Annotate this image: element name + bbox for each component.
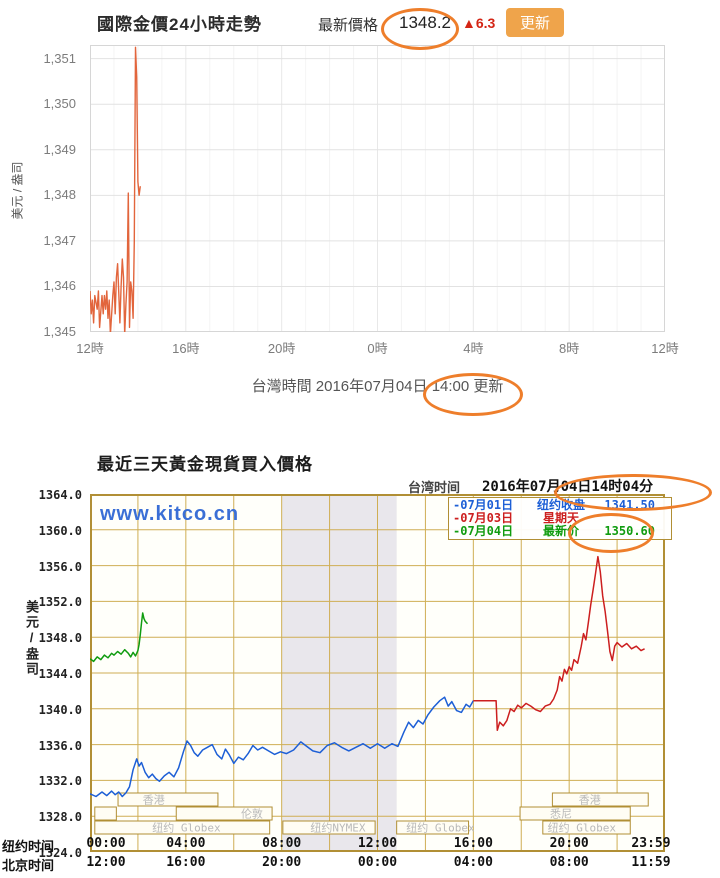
time-tick-label: 12:00 [86, 855, 126, 870]
price-change-up: ▲6.3 [462, 15, 496, 31]
y-axis-label-top: 美元 / 盎司 [10, 161, 25, 220]
three-day-title: 最近三天黃金現貨買入價格 [97, 455, 313, 474]
kitco-watermark: www.kitco.cn [100, 503, 240, 525]
intraday-title: 國際金價24小時走勢 [97, 15, 262, 34]
time-tick-label: 20:00 [262, 855, 302, 870]
y-tick-label: 1,348 [43, 187, 76, 203]
session-label: 纽约 Globex [406, 821, 475, 835]
chart-datetime: 2016年07月04日14时04分 [482, 479, 654, 495]
session-label: 纽约NYMEX [310, 821, 365, 835]
y-tick-label: 1332.0 [38, 774, 82, 789]
y-tick-label: 1328.0 [38, 810, 82, 825]
session-label: 纽约 Globex [152, 821, 221, 835]
y-tick-label: 1,350 [43, 96, 76, 112]
time-row-label: 北京时间 [2, 859, 55, 874]
refresh-button[interactable]: 更新 [506, 8, 564, 37]
x-tick-label: 20時 [267, 341, 296, 356]
x-tick-label: 12時 [76, 341, 104, 356]
time-tick-label: 04:00 [166, 836, 206, 851]
time-tick-label: 20:00 [549, 836, 589, 851]
latest-price-value: 1348.2 [399, 13, 451, 32]
caption-circled-time: 14:00 更新 [431, 378, 504, 395]
session-label: 香港 [143, 794, 165, 807]
session-label: 悉尼 [550, 808, 572, 821]
time-tick-label: 12:00 [357, 836, 398, 851]
x-tick-label: 0時 [367, 341, 388, 356]
y-tick-label: 1364.0 [38, 488, 82, 502]
taiwan-time-label: 台湾时间 [408, 481, 461, 496]
session-label: 纽约 Globex [548, 821, 617, 835]
y-tick-label: 1,349 [43, 141, 76, 157]
y-tick-label: 1,351 [43, 50, 76, 66]
intraday-chart-canvas [90, 45, 665, 332]
x-tick-label: 4時 [463, 341, 484, 356]
time-tick-label: 04:00 [453, 855, 493, 870]
time-tick-label: 00:00 [357, 855, 398, 870]
y-tick-label: 1336.0 [38, 738, 82, 753]
update-caption: 台灣時間 2016年07月04日 14:00 更新 [90, 375, 665, 396]
time-row-label: 纽约时间 [2, 840, 55, 855]
y-tick-label: 1,347 [43, 232, 76, 248]
y-axis-label-bottom: 美元/盎司 [24, 600, 39, 677]
caption-prefix: 台灣時間 2016年07月04日 [251, 378, 428, 395]
x-tick-label: 16時 [172, 341, 200, 356]
legend-row: -07月04日 最新价 1350.60 [453, 524, 655, 538]
session-label: 香港 [579, 794, 601, 807]
y-tick-label: 1348.0 [38, 631, 82, 646]
time-tick-label: 00:00 [86, 836, 126, 851]
y-tick-label: 1,345 [43, 324, 76, 339]
time-tick-label: 08:00 [549, 855, 589, 870]
y-tick-label: 1,346 [43, 278, 76, 294]
x-tick-label: 8時 [559, 341, 580, 356]
y-tick-label: 1356.0 [38, 559, 82, 574]
latest-price-label: 最新價格 [318, 17, 379, 34]
time-tick-label: 23:59 [631, 836, 671, 851]
y-tick-label: 1324.0 [38, 846, 82, 860]
chart-legend: -07月01日 纽约收盘 1341.50 -07月03日 星期天 -07月04日 最新价 13… [448, 497, 672, 540]
session-label: 伦敦 [241, 807, 263, 821]
y-tick-label: 1360.0 [38, 523, 82, 538]
y-tick-label: 1352.0 [38, 595, 82, 610]
y-tick-label: 1344.0 [38, 667, 82, 681]
time-tick-label: 08:00 [262, 836, 302, 851]
x-tick-label: 12時 [651, 341, 679, 356]
y-tick-label: 1340.0 [38, 702, 82, 717]
time-tick-label: 16:00 [166, 855, 206, 870]
time-tick-label: 16:00 [453, 836, 493, 851]
time-tick-label: 11:59 [631, 855, 671, 870]
